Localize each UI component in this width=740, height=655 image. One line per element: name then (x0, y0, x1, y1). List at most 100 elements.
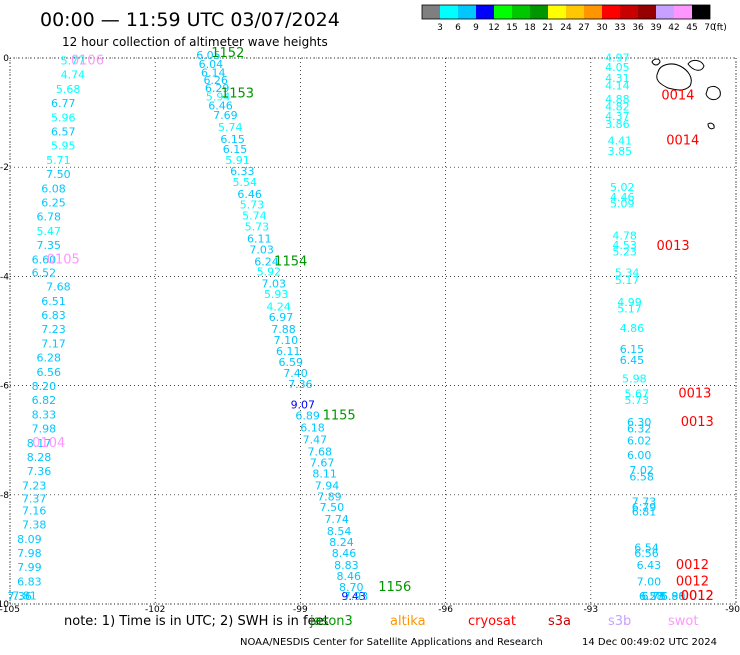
wave-height-label: 8.20 (32, 380, 57, 393)
wave-height-label: 4.14 (605, 80, 630, 93)
footer-timestamp: 14 Dec 00:49:02 UTC 2024 (582, 637, 717, 648)
colorbar-swatch (476, 5, 494, 19)
wave-height-label: 7.89 (317, 490, 342, 503)
colorbar-unit: (ft) (713, 23, 727, 33)
wave-height-label: 5.67 (625, 388, 650, 401)
pass-time-label: 0012 (681, 589, 714, 604)
island-east (705, 85, 721, 101)
colorbar-tick-label: 9 (473, 23, 479, 33)
wave-height-label: 6.15 (223, 143, 248, 156)
wave-height-label: 6.75 (641, 590, 666, 603)
wave-height-label: 7.17 (41, 337, 66, 350)
colorbar-tick-label: 27 (578, 23, 589, 33)
satellite-legend-item: altika (390, 614, 426, 629)
wave-height-label: 6.81 (632, 506, 657, 519)
colorbar-swatch (656, 5, 674, 19)
pass-time-label: 0012 (681, 589, 714, 604)
colorbar-swatch (512, 5, 530, 19)
colorbar-swatch (494, 5, 512, 19)
wave-height-label: 8.09 (17, 533, 42, 546)
wave-height-label: 7.36 (7, 590, 32, 603)
wave-height-label: 6.59 (278, 356, 303, 369)
wave-height-label: 5.17 (615, 274, 640, 287)
grid-lines (9, 57, 737, 605)
wave-height-label: 6.18 (300, 421, 325, 434)
wave-height-label: 5.17 (617, 302, 642, 315)
wave-height-label: 8.24 (329, 536, 354, 549)
wave-height-label: 5.74 (218, 121, 243, 134)
wave-height-label: 6.30 (627, 416, 652, 429)
pass-time-label: 0014 (661, 88, 694, 103)
colorbar-swatch (584, 5, 602, 19)
coastline (651, 58, 721, 130)
wave-height-label: 4.86 (620, 322, 645, 335)
wave-height-label: 6.56 (36, 366, 61, 379)
wave-height-label: 7.67 (310, 456, 335, 469)
colorbar-swatch (602, 5, 620, 19)
wave-height-label: 7.35 (36, 239, 61, 252)
wave-height-label: 5.09 (610, 198, 635, 211)
wave-height-label: 6.11 (247, 233, 272, 246)
colorbar-tick-label: 3 (437, 23, 443, 33)
pass-time-label: 1152 (211, 46, 244, 61)
colorbar-tick-label: 36 (632, 23, 644, 33)
wave-height-label: 6.08 (41, 182, 66, 195)
wave-height-label: 7.23 (22, 479, 47, 492)
wave-height-label: 6.57 (51, 126, 76, 139)
wave-height-label: 7.38 (22, 519, 47, 532)
wave-height-label: 4.82 (605, 100, 630, 113)
wave-height-label: 6.46 (237, 188, 262, 201)
colorbar-swatch (674, 5, 692, 19)
colorbar-tick-label: 70 (704, 23, 716, 33)
wave-height-label: 8.70 (339, 581, 364, 594)
wave-height-label: 6.05 (196, 49, 221, 62)
plot-frame (9, 57, 737, 605)
note-text: note: 1) Time is in UTC; 2) SWH is in fe… (64, 614, 329, 629)
wave-height-label: 7.98 (17, 547, 42, 560)
wave-height-label: 4.88 (605, 93, 630, 106)
y-tick-label: -6 (0, 382, 9, 392)
wave-height-label: 5.92 (257, 265, 282, 278)
colorbar-swatch (440, 5, 458, 19)
colorbar-swatch (458, 5, 476, 19)
wave-height-label: 7.36 (288, 378, 313, 391)
wave-height-label: 6.77 (51, 97, 76, 110)
satellite-legend-item: s3a (548, 614, 571, 629)
satellite-legend: jason3 altika cryosat s3a s3b swot (309, 614, 698, 629)
wave-height-label: 7.74 (324, 513, 349, 526)
x-tick-label: -102 (145, 605, 165, 615)
wave-height-label: 6.15 (220, 133, 245, 146)
wave-height-label: 5.02 (610, 181, 635, 194)
colorbar-tick-label: 6 (455, 23, 461, 33)
pass-time-label: 0105 (47, 252, 80, 267)
wave-height-label: 7.47 (303, 433, 328, 446)
wave-height-label: 7.99 (17, 561, 42, 574)
colorbar-tick-label: 18 (524, 23, 536, 33)
wave-height-label: 6.90 (661, 590, 686, 603)
wave-height-label: 5.91 (225, 154, 250, 167)
wave-height-label: 6.54 (634, 542, 659, 555)
colorbar-tick-label: 12 (488, 23, 499, 33)
wave-height-label: 5.74 (242, 210, 267, 223)
colorbar-swatch (422, 5, 440, 19)
pass-time-label: 0104 (32, 436, 65, 451)
wave-height-label: 8.46 (332, 547, 357, 560)
pass-time-label: 1153 (221, 86, 254, 101)
wave-height-label: 7.73 (632, 496, 657, 509)
y-tick-label: 0 (3, 54, 9, 64)
wave-height-label: 6.60 (32, 253, 57, 266)
wave-height-label: 4.97 (605, 51, 630, 64)
wave-height-label: 8.17 (27, 437, 52, 450)
wave-height-label: 4.31 (605, 72, 630, 85)
wave-height-label: 5.95 (51, 140, 76, 153)
wave-height-label: 7.88 (271, 323, 296, 336)
wave-height-label: 7.37 (22, 492, 47, 505)
x-tick-label: -99 (293, 605, 308, 615)
chart-title: 00:00 — 11:59 UTC 03/07/2024 (40, 9, 340, 31)
wave-height-label: 4.99 (617, 296, 642, 309)
wave-height-label: 5.93 (264, 288, 289, 301)
satellite-legend-item: s3b (608, 614, 631, 629)
y-tick-label: -8 (0, 491, 9, 501)
wave-height-label: 5.77 (61, 55, 86, 68)
